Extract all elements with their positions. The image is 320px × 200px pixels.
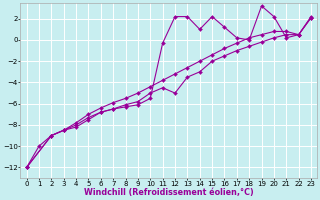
X-axis label: Windchill (Refroidissement éolien,°C): Windchill (Refroidissement éolien,°C) xyxy=(84,188,254,197)
